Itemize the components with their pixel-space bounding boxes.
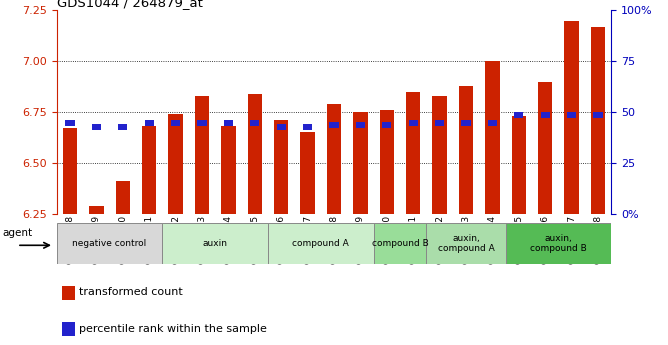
Bar (168, 114, 183, 214)
Text: GSM25860: GSM25860 (118, 215, 128, 264)
Text: GSM25866: GSM25866 (277, 215, 286, 264)
Bar (162, 223, 268, 264)
Bar (65, 120, 75, 126)
Bar (459, 86, 473, 214)
Bar (353, 112, 367, 214)
Text: GSM25867: GSM25867 (303, 215, 312, 264)
Text: agent: agent (3, 228, 33, 238)
Text: auxin,
compound A: auxin, compound A (438, 234, 494, 253)
Bar (409, 120, 418, 126)
Text: GSM25864: GSM25864 (224, 215, 233, 264)
Bar (382, 122, 391, 128)
Bar (373, 223, 426, 264)
Bar (462, 120, 471, 126)
Bar (593, 112, 603, 118)
Text: compound A: compound A (293, 239, 349, 248)
Bar (62, 286, 75, 299)
Bar (62, 322, 75, 336)
Bar (564, 21, 579, 214)
Bar (89, 206, 104, 214)
Bar (538, 82, 552, 214)
Bar (426, 223, 506, 264)
Bar (248, 94, 262, 214)
Text: GSM25859: GSM25859 (92, 215, 101, 264)
Text: GSM25868: GSM25868 (329, 215, 339, 264)
Text: GSM25865: GSM25865 (250, 215, 259, 264)
Text: GSM25862: GSM25862 (171, 215, 180, 264)
Text: GSM25875: GSM25875 (514, 215, 523, 264)
Text: negative control: negative control (72, 239, 147, 248)
Bar (506, 223, 611, 264)
Text: GSM25877: GSM25877 (567, 215, 576, 264)
Bar (406, 92, 420, 214)
Text: GSM25858: GSM25858 (65, 215, 74, 264)
Text: GSM25869: GSM25869 (356, 215, 365, 264)
Bar (268, 223, 373, 264)
Bar (591, 27, 605, 214)
Bar (488, 120, 497, 126)
Bar (485, 61, 500, 214)
Text: GSM25878: GSM25878 (594, 215, 603, 264)
Text: GSM25871: GSM25871 (409, 215, 418, 264)
Bar (171, 120, 180, 126)
Bar (142, 126, 156, 214)
Text: percentile rank within the sample: percentile rank within the sample (79, 324, 267, 334)
Text: auxin: auxin (202, 239, 228, 248)
Bar (567, 112, 576, 118)
Text: GSM25874: GSM25874 (488, 215, 497, 264)
Text: GSM25861: GSM25861 (145, 215, 154, 264)
Text: GSM25876: GSM25876 (540, 215, 550, 264)
Bar (221, 126, 236, 214)
Bar (224, 120, 233, 126)
Text: compound B: compound B (371, 239, 428, 248)
Bar (512, 116, 526, 214)
Bar (303, 124, 312, 130)
Text: GSM25872: GSM25872 (435, 215, 444, 264)
Bar (195, 96, 209, 214)
Bar (540, 112, 550, 118)
Text: auxin,
compound B: auxin, compound B (530, 234, 587, 253)
Bar (514, 112, 524, 118)
Bar (57, 223, 162, 264)
Bar (92, 124, 101, 130)
Bar (250, 120, 259, 126)
Bar (144, 120, 154, 126)
Bar (379, 110, 394, 214)
Bar (274, 120, 289, 214)
Bar (329, 122, 339, 128)
Bar (432, 96, 447, 214)
Bar (356, 122, 365, 128)
Bar (435, 120, 444, 126)
Text: transformed count: transformed count (79, 287, 183, 297)
Bar (327, 104, 341, 214)
Bar (116, 181, 130, 214)
Bar (63, 128, 77, 214)
Bar (197, 120, 206, 126)
Bar (277, 124, 286, 130)
Text: GSM25863: GSM25863 (198, 215, 206, 264)
Bar (118, 124, 128, 130)
Text: GSM25873: GSM25873 (462, 215, 470, 264)
Bar (301, 132, 315, 214)
Text: GSM25870: GSM25870 (382, 215, 391, 264)
Text: GDS1044 / 264879_at: GDS1044 / 264879_at (57, 0, 202, 9)
